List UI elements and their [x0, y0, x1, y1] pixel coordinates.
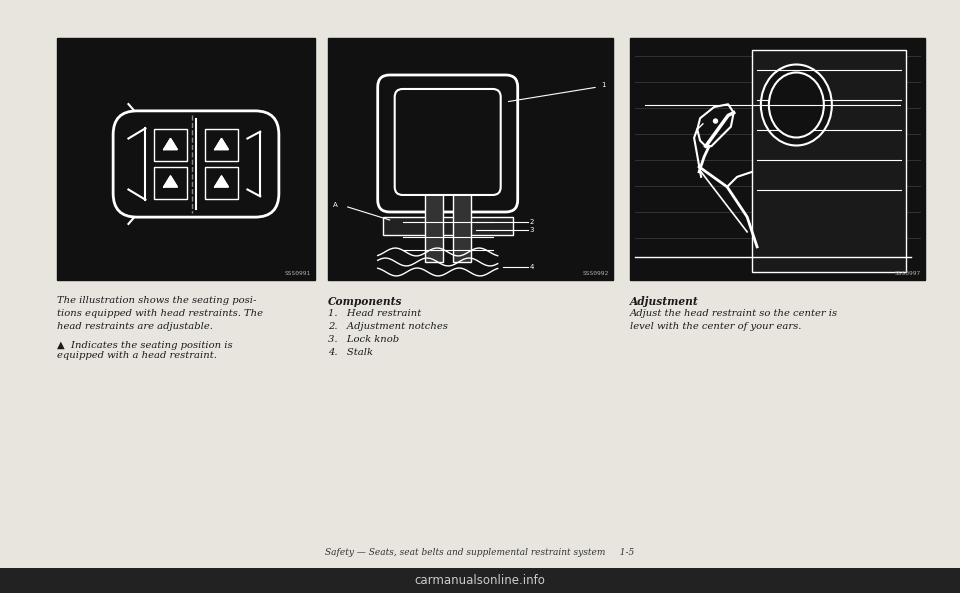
- Text: 4: 4: [530, 264, 534, 270]
- Bar: [155, 167, 186, 199]
- Ellipse shape: [761, 65, 832, 145]
- Polygon shape: [164, 176, 178, 187]
- Bar: [57, 38, 315, 280]
- Text: 3.   Lock knob: 3. Lock knob: [328, 335, 399, 344]
- Text: 2.   Adjustment notches: 2. Adjustment notches: [328, 322, 448, 331]
- Bar: [630, 38, 925, 280]
- Bar: [328, 38, 613, 280]
- Text: SSS0992: SSS0992: [583, 271, 609, 276]
- Bar: [0, 568, 960, 593]
- Text: SSS0991: SSS0991: [285, 271, 311, 276]
- Text: 1: 1: [601, 82, 606, 88]
- Bar: [424, 192, 443, 262]
- Text: 4.   Stalk: 4. Stalk: [328, 348, 373, 357]
- Text: Adjustment: Adjustment: [630, 296, 699, 307]
- Circle shape: [713, 119, 717, 123]
- Text: The illustration shows the seating posi-: The illustration shows the seating posi-: [57, 296, 256, 305]
- Polygon shape: [164, 139, 178, 149]
- Ellipse shape: [769, 72, 824, 138]
- Text: A: A: [333, 202, 338, 208]
- Polygon shape: [215, 176, 228, 187]
- Text: Safety — Seats, seat belts and supplemental restraint system     1-5: Safety — Seats, seat belts and supplemen…: [325, 548, 635, 557]
- Text: ▲  Indicates the seating position is
equipped with a head restraint.: ▲ Indicates the seating position is equi…: [57, 341, 232, 361]
- Bar: [383, 217, 513, 235]
- Text: level with the center of your ears.: level with the center of your ears.: [630, 322, 802, 331]
- Text: Components: Components: [328, 296, 402, 307]
- FancyBboxPatch shape: [377, 75, 517, 212]
- Bar: [155, 129, 186, 161]
- Text: head restraints are adjustable.: head restraints are adjustable.: [57, 322, 213, 331]
- FancyBboxPatch shape: [113, 111, 278, 217]
- Text: carmanualsonline.info: carmanualsonline.info: [415, 573, 545, 586]
- Text: 2: 2: [530, 219, 534, 225]
- Bar: [453, 192, 470, 262]
- Text: tions equipped with head restraints. The: tions equipped with head restraints. The: [57, 309, 263, 318]
- Bar: [205, 129, 238, 161]
- FancyBboxPatch shape: [395, 89, 501, 195]
- Text: Adjust the head restraint so the center is: Adjust the head restraint so the center …: [630, 309, 838, 318]
- Bar: [752, 50, 905, 272]
- Text: SSS0997: SSS0997: [895, 271, 921, 276]
- Text: 3: 3: [530, 227, 534, 233]
- Text: 1.   Head restraint: 1. Head restraint: [328, 309, 421, 318]
- Bar: [205, 167, 238, 199]
- Polygon shape: [215, 139, 228, 149]
